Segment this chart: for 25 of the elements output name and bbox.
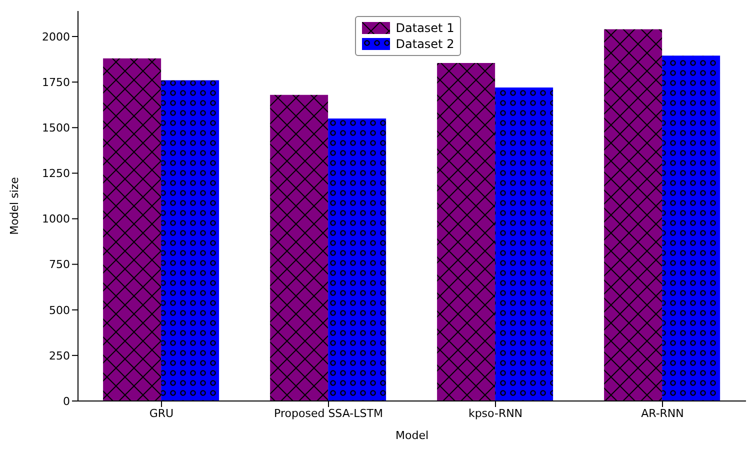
y-tick-label: 1750 — [42, 76, 70, 89]
bar — [604, 29, 662, 401]
bar — [103, 58, 162, 401]
bar — [270, 94, 328, 401]
legend-label: Dataset 1 — [396, 21, 454, 35]
y-tick-label: 1250 — [42, 167, 70, 180]
legend-label: Dataset 2 — [396, 37, 454, 51]
y-tick-label: 1000 — [42, 212, 70, 226]
bar — [495, 88, 554, 401]
x-tick-label: AR-RNN — [641, 406, 684, 420]
y-tick-label: 1500 — [42, 122, 70, 135]
y-tick-label: 500 — [49, 304, 70, 317]
y-axis-title: Model size — [8, 176, 21, 235]
y-tick-label: 250 — [49, 349, 70, 362]
bar — [328, 118, 386, 401]
x-axis-title: Model — [395, 429, 429, 442]
y-tick-label: 750 — [49, 258, 70, 272]
x-tick-label: kpso-RNN — [468, 406, 523, 420]
x-tick-label: GRU — [149, 406, 174, 420]
y-tick-label: 2000 — [42, 30, 70, 44]
bar — [662, 56, 720, 401]
bar — [437, 62, 496, 401]
y-tick-label: 0 — [63, 394, 70, 408]
x-tick-label: Proposed SSA-LSTM — [274, 406, 383, 420]
bar — [161, 80, 220, 401]
